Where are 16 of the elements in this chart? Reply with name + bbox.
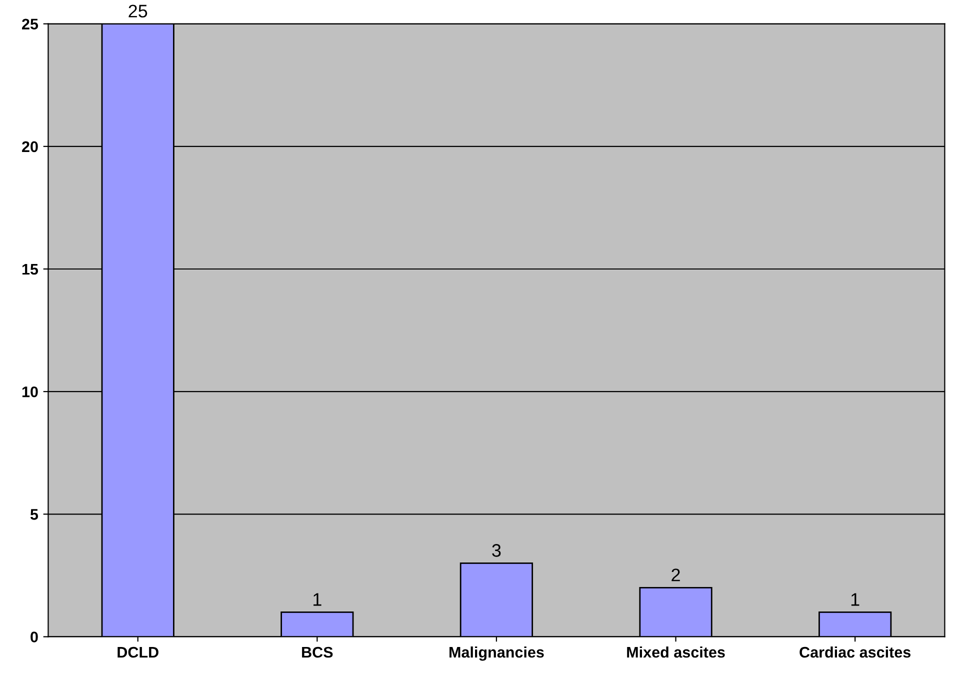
x-tick-label: Mixed ascites bbox=[627, 646, 725, 658]
data-label: 1 bbox=[314, 593, 322, 606]
x-tick-label: Malignancies bbox=[450, 646, 544, 661]
data-label: 3 bbox=[492, 544, 501, 557]
data-label: 1 bbox=[851, 593, 860, 606]
data-label: 2 bbox=[672, 568, 680, 582]
y-tick-label: 15 bbox=[22, 264, 38, 275]
y-tick-label: 0 bbox=[30, 632, 38, 642]
x-tick-label: DCLD bbox=[118, 646, 158, 658]
y-tick-label: 5 bbox=[30, 509, 38, 520]
data-label: 25 bbox=[128, 4, 148, 18]
x-tick-label: Cardiac ascites bbox=[800, 646, 910, 658]
x-tick-label: BCS bbox=[302, 646, 333, 658]
y-tick-label: 10 bbox=[22, 386, 38, 398]
y-tick-label: 25 bbox=[22, 18, 38, 30]
y-tick-label: 20 bbox=[22, 141, 38, 152]
